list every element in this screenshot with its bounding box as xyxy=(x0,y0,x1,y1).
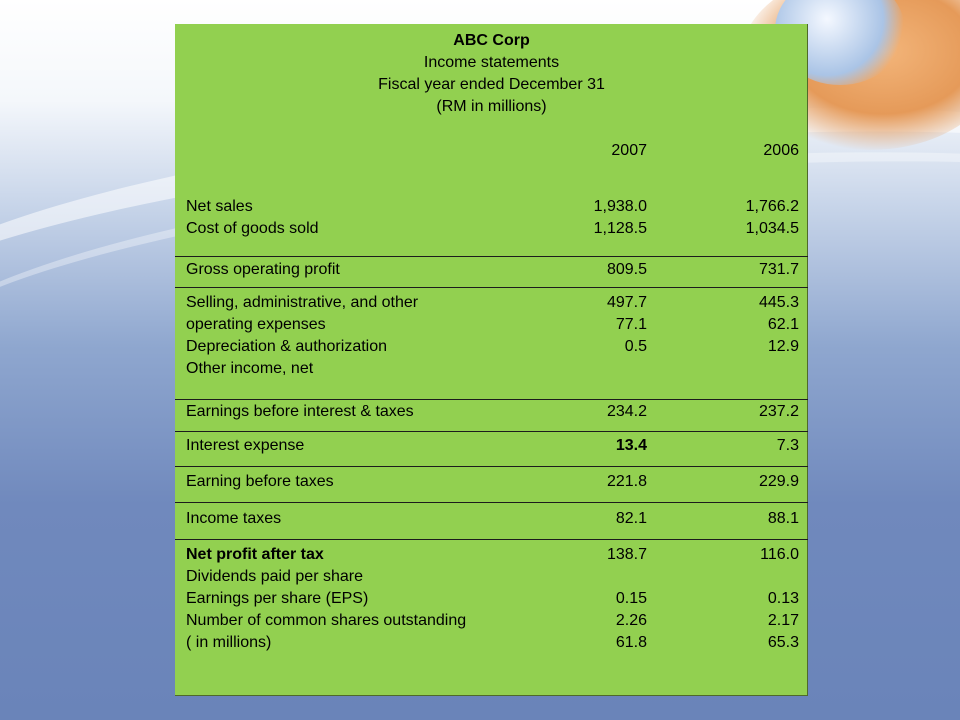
row-label: Interest expense xyxy=(186,437,305,454)
value-2006: 116.0 xyxy=(760,546,799,563)
value-2007: 497.7 xyxy=(606,294,647,311)
ebt-block: Earning before taxes 221.8 229.9 xyxy=(175,471,808,493)
net-profit-block: Net profit after tax 138.7 116.0 Dividen… xyxy=(175,544,808,654)
row-divider xyxy=(175,466,808,467)
table-row: Cost of goods sold 1,128.5 1,034.5 xyxy=(175,218,808,240)
row-label: operating expenses xyxy=(186,316,326,333)
statement-units: (RM in millions) xyxy=(436,98,547,115)
value-2006: 0.13 xyxy=(767,590,799,607)
row-divider xyxy=(175,256,808,257)
expenses-block: Selling, administrative, and other 497.7… xyxy=(175,292,808,380)
value-2006: 7.3 xyxy=(776,437,799,454)
value-2007: 1,128.5 xyxy=(593,220,647,237)
value-2007: 0.15 xyxy=(615,590,647,607)
value-2007: 221.8 xyxy=(606,473,647,490)
table-row: Interest expense 13.4 7.3 xyxy=(175,435,808,457)
row-label: Number of common shares outstanding xyxy=(186,612,467,629)
row-divider xyxy=(175,431,808,432)
row-label: Other income, net xyxy=(186,360,314,377)
table-row: Dividends paid per share xyxy=(175,566,808,588)
row-divider xyxy=(175,399,808,400)
value-2006: 12.9 xyxy=(767,338,799,355)
statement-title: Income statements xyxy=(423,54,560,71)
table-row: Gross operating profit 809.5 731.7 xyxy=(175,259,808,281)
value-2007: 61.8 xyxy=(615,634,647,651)
row-label: Selling, administrative, and other xyxy=(186,294,419,311)
value-2007: 2.26 xyxy=(615,612,647,629)
table-row: Number of common shares outstanding 2.26… xyxy=(175,610,808,632)
value-2006: 2.17 xyxy=(767,612,799,629)
statement-period: Fiscal year ended December 31 xyxy=(378,76,605,93)
table-row: ( in millions) 61.8 65.3 xyxy=(175,632,808,654)
table-row: Earnings before interest & taxes 234.2 2… xyxy=(175,401,808,423)
value-2007: 1,938.0 xyxy=(593,198,647,215)
value-2006: 229.9 xyxy=(758,473,799,490)
year-header-2007: 2007 xyxy=(611,142,647,159)
value-2007: 809.5 xyxy=(606,261,647,278)
row-label: Dividends paid per share xyxy=(186,568,363,585)
income-statement-table: ABC Corp Income statements Fiscal year e… xyxy=(175,24,808,696)
table-row: Selling, administrative, and other 497.7… xyxy=(175,292,808,314)
value-2007: 77.1 xyxy=(615,316,647,333)
company-name: ABC Corp xyxy=(453,32,530,49)
value-2006: 237.2 xyxy=(758,403,799,420)
statement-header: ABC Corp Income statements Fiscal year e… xyxy=(175,30,808,118)
table-row: Earning before taxes 221.8 229.9 xyxy=(175,471,808,493)
row-label: Net sales xyxy=(186,198,253,215)
value-2007: 234.2 xyxy=(606,403,647,420)
sales-block: Net sales 1,938.0 1,766.2 Cost of goods … xyxy=(175,196,808,240)
row-divider xyxy=(175,287,808,288)
value-2007: 138.7 xyxy=(606,546,647,563)
value-2006: 1,034.5 xyxy=(745,220,799,237)
row-label: Gross operating profit xyxy=(186,261,340,278)
table-row: Net sales 1,938.0 1,766.2 xyxy=(175,196,808,218)
year-header-2006: 2006 xyxy=(763,142,799,159)
taxes-block: Income taxes 82.1 88.1 xyxy=(175,508,808,530)
interest-block: Interest expense 13.4 7.3 xyxy=(175,435,808,457)
value-2006: 1,766.2 xyxy=(745,198,799,215)
row-label: Income taxes xyxy=(186,510,282,527)
table-row: Earnings per share (EPS) 0.15 0.13 xyxy=(175,588,808,610)
row-label: Earnings per share (EPS) xyxy=(186,590,369,607)
row-divider xyxy=(175,502,808,503)
row-label: Depreciation & authorization xyxy=(186,338,388,355)
value-2006: 62.1 xyxy=(767,316,799,333)
ebit-block: Earnings before interest & taxes 234.2 2… xyxy=(175,401,808,423)
table-row: Income taxes 82.1 88.1 xyxy=(175,508,808,530)
row-label: Net profit after tax xyxy=(186,546,324,563)
row-label: Earnings before interest & taxes xyxy=(186,403,414,420)
table-row: Depreciation & authorization 0.5 12.9 xyxy=(175,336,808,358)
row-divider xyxy=(175,539,808,540)
value-2006: 88.1 xyxy=(767,510,799,527)
table-row: operating expenses 77.1 62.1 xyxy=(175,314,808,336)
gross-profit-block: Gross operating profit 809.5 731.7 xyxy=(175,259,808,281)
value-2007: 13.4 xyxy=(615,437,647,454)
row-label: Cost of goods sold xyxy=(186,220,319,237)
row-label: ( in millions) xyxy=(186,634,272,651)
value-2007: 0.5 xyxy=(624,338,647,355)
row-label: Earning before taxes xyxy=(186,473,334,490)
value-2006: 731.7 xyxy=(758,261,799,278)
table-row: Net profit after tax 138.7 116.0 xyxy=(175,544,808,566)
value-2007: 82.1 xyxy=(615,510,647,527)
value-2006: 445.3 xyxy=(758,294,799,311)
table-row: Other income, net xyxy=(175,358,808,380)
value-2006: 65.3 xyxy=(767,634,799,651)
